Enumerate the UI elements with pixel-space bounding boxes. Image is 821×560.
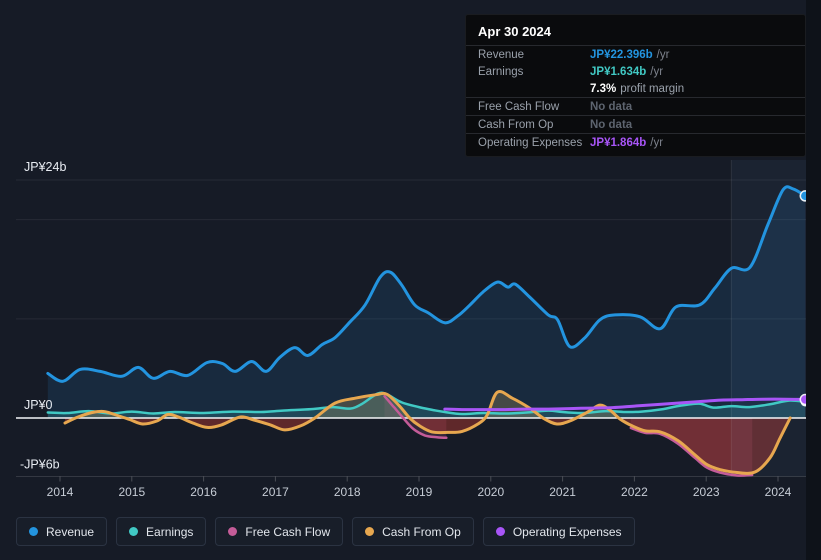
highlight-band [731, 160, 806, 477]
tooltip-fcf-label: Free Cash Flow [478, 100, 560, 113]
x-axis-label: 2024 [765, 485, 792, 499]
tooltip-opex-label: Operating Expenses [478, 136, 583, 149]
operating-expenses-line [443, 397, 807, 412]
operating-expenses-dot-icon [495, 527, 505, 536]
legend-label: Revenue [46, 524, 95, 539]
tooltip-row-profit-margin: 7.3% profit margin [466, 80, 805, 97]
legend-item-revenue[interactable]: Revenue [16, 517, 108, 546]
revenue-area-pos [47, 186, 806, 418]
tooltip-cashop-label: Cash From Op [478, 118, 554, 131]
legend-label: Cash From Op [382, 524, 461, 539]
tooltip-revenue-label: Revenue [478, 48, 525, 61]
x-axis-label: 2020 [477, 485, 504, 499]
free-cash-flow-dot-icon [228, 527, 238, 536]
x-axis-label: 2018 [334, 485, 361, 499]
x-axis-label: 2022 [621, 485, 648, 499]
tooltip-margin-value: 7.3% [590, 82, 617, 95]
financials-chart[interactable]: JP¥24b JP¥0 -JP¥6b 2014 2015 2016 2017 2018 2019… [0, 0, 821, 512]
legend-item-free-cash-flow[interactable]: Free Cash Flow [215, 517, 344, 546]
x-axis-label: 2014 [47, 485, 74, 499]
x-axis-label: 2019 [406, 485, 433, 499]
plot-right-margin [806, 0, 821, 560]
earnings-dot-icon [129, 527, 139, 536]
revenue-dot-icon [29, 527, 38, 536]
tooltip-revenue-suffix: /yr [656, 48, 670, 61]
tooltip-earnings-label: Earnings [478, 65, 524, 78]
revenue-line [46, 185, 807, 383]
tooltip-row-free-cash-flow: Free Cash Flow No data [466, 97, 805, 115]
legend-item-cash-from-op[interactable]: Cash From Op [352, 517, 474, 546]
free-cash-flow-line [383, 394, 448, 440]
cash-from-op-line [63, 390, 792, 475]
tooltip-earnings-suffix: /yr [650, 65, 664, 78]
tooltip-row-cash-from-op: Cash From Op No data [466, 115, 805, 133]
tooltip-row-earnings: Earnings JP¥1.634b /yr [466, 63, 805, 80]
legend-label: Operating Expenses [512, 524, 622, 539]
earnings-line [46, 391, 807, 416]
x-axis-label: 2017 [262, 485, 289, 499]
tooltip-cash_from_op-value: No data [590, 118, 633, 131]
y-axis-label: JP¥0 [24, 398, 53, 412]
x-axis-label: 2015 [118, 485, 145, 499]
tooltip-opex-suffix: /yr [650, 136, 664, 149]
free-cash-flow-line [629, 426, 754, 477]
legend-label: Free Cash Flow [245, 524, 331, 539]
free-cash-flow-area-pos [384, 396, 447, 418]
tooltip-revenue-value: JP¥22.396b [590, 48, 653, 61]
tooltip-row-revenue: Revenue JP¥22.396b /yr [466, 45, 805, 63]
legend-label: Earnings [146, 524, 194, 539]
legend-item-operating-expenses[interactable]: Operating Expenses [482, 517, 635, 546]
cash-from-op-dot-icon [365, 527, 375, 536]
y-axis-label: JP¥24b [24, 160, 66, 174]
x-axis-label: 2021 [549, 485, 576, 499]
y-axis-label: -JP¥6b [20, 458, 60, 472]
x-axis-label: 2016 [190, 485, 217, 499]
chart-tooltip: Apr 30 2024 Revenue JP¥22.396b /yr Earni… [466, 15, 805, 156]
legend-item-earnings[interactable]: Earnings [116, 517, 207, 546]
tooltip-earnings-value: JP¥1.634b [590, 65, 647, 78]
tooltip-row-operating-expenses: Operating Expenses JP¥1.864b /yr [466, 133, 805, 151]
tooltip-free_cash_flow-value: No data [590, 100, 633, 113]
tooltip-date: Apr 30 2024 [478, 24, 551, 39]
tooltip-operating_expenses-value: JP¥1.864b [590, 136, 647, 149]
x-axis-label: 2023 [693, 485, 720, 499]
tooltip-margin-text: profit margin [620, 82, 685, 95]
chart-legend: Revenue Earnings Free Cash Flow Cash Fro… [16, 517, 635, 546]
